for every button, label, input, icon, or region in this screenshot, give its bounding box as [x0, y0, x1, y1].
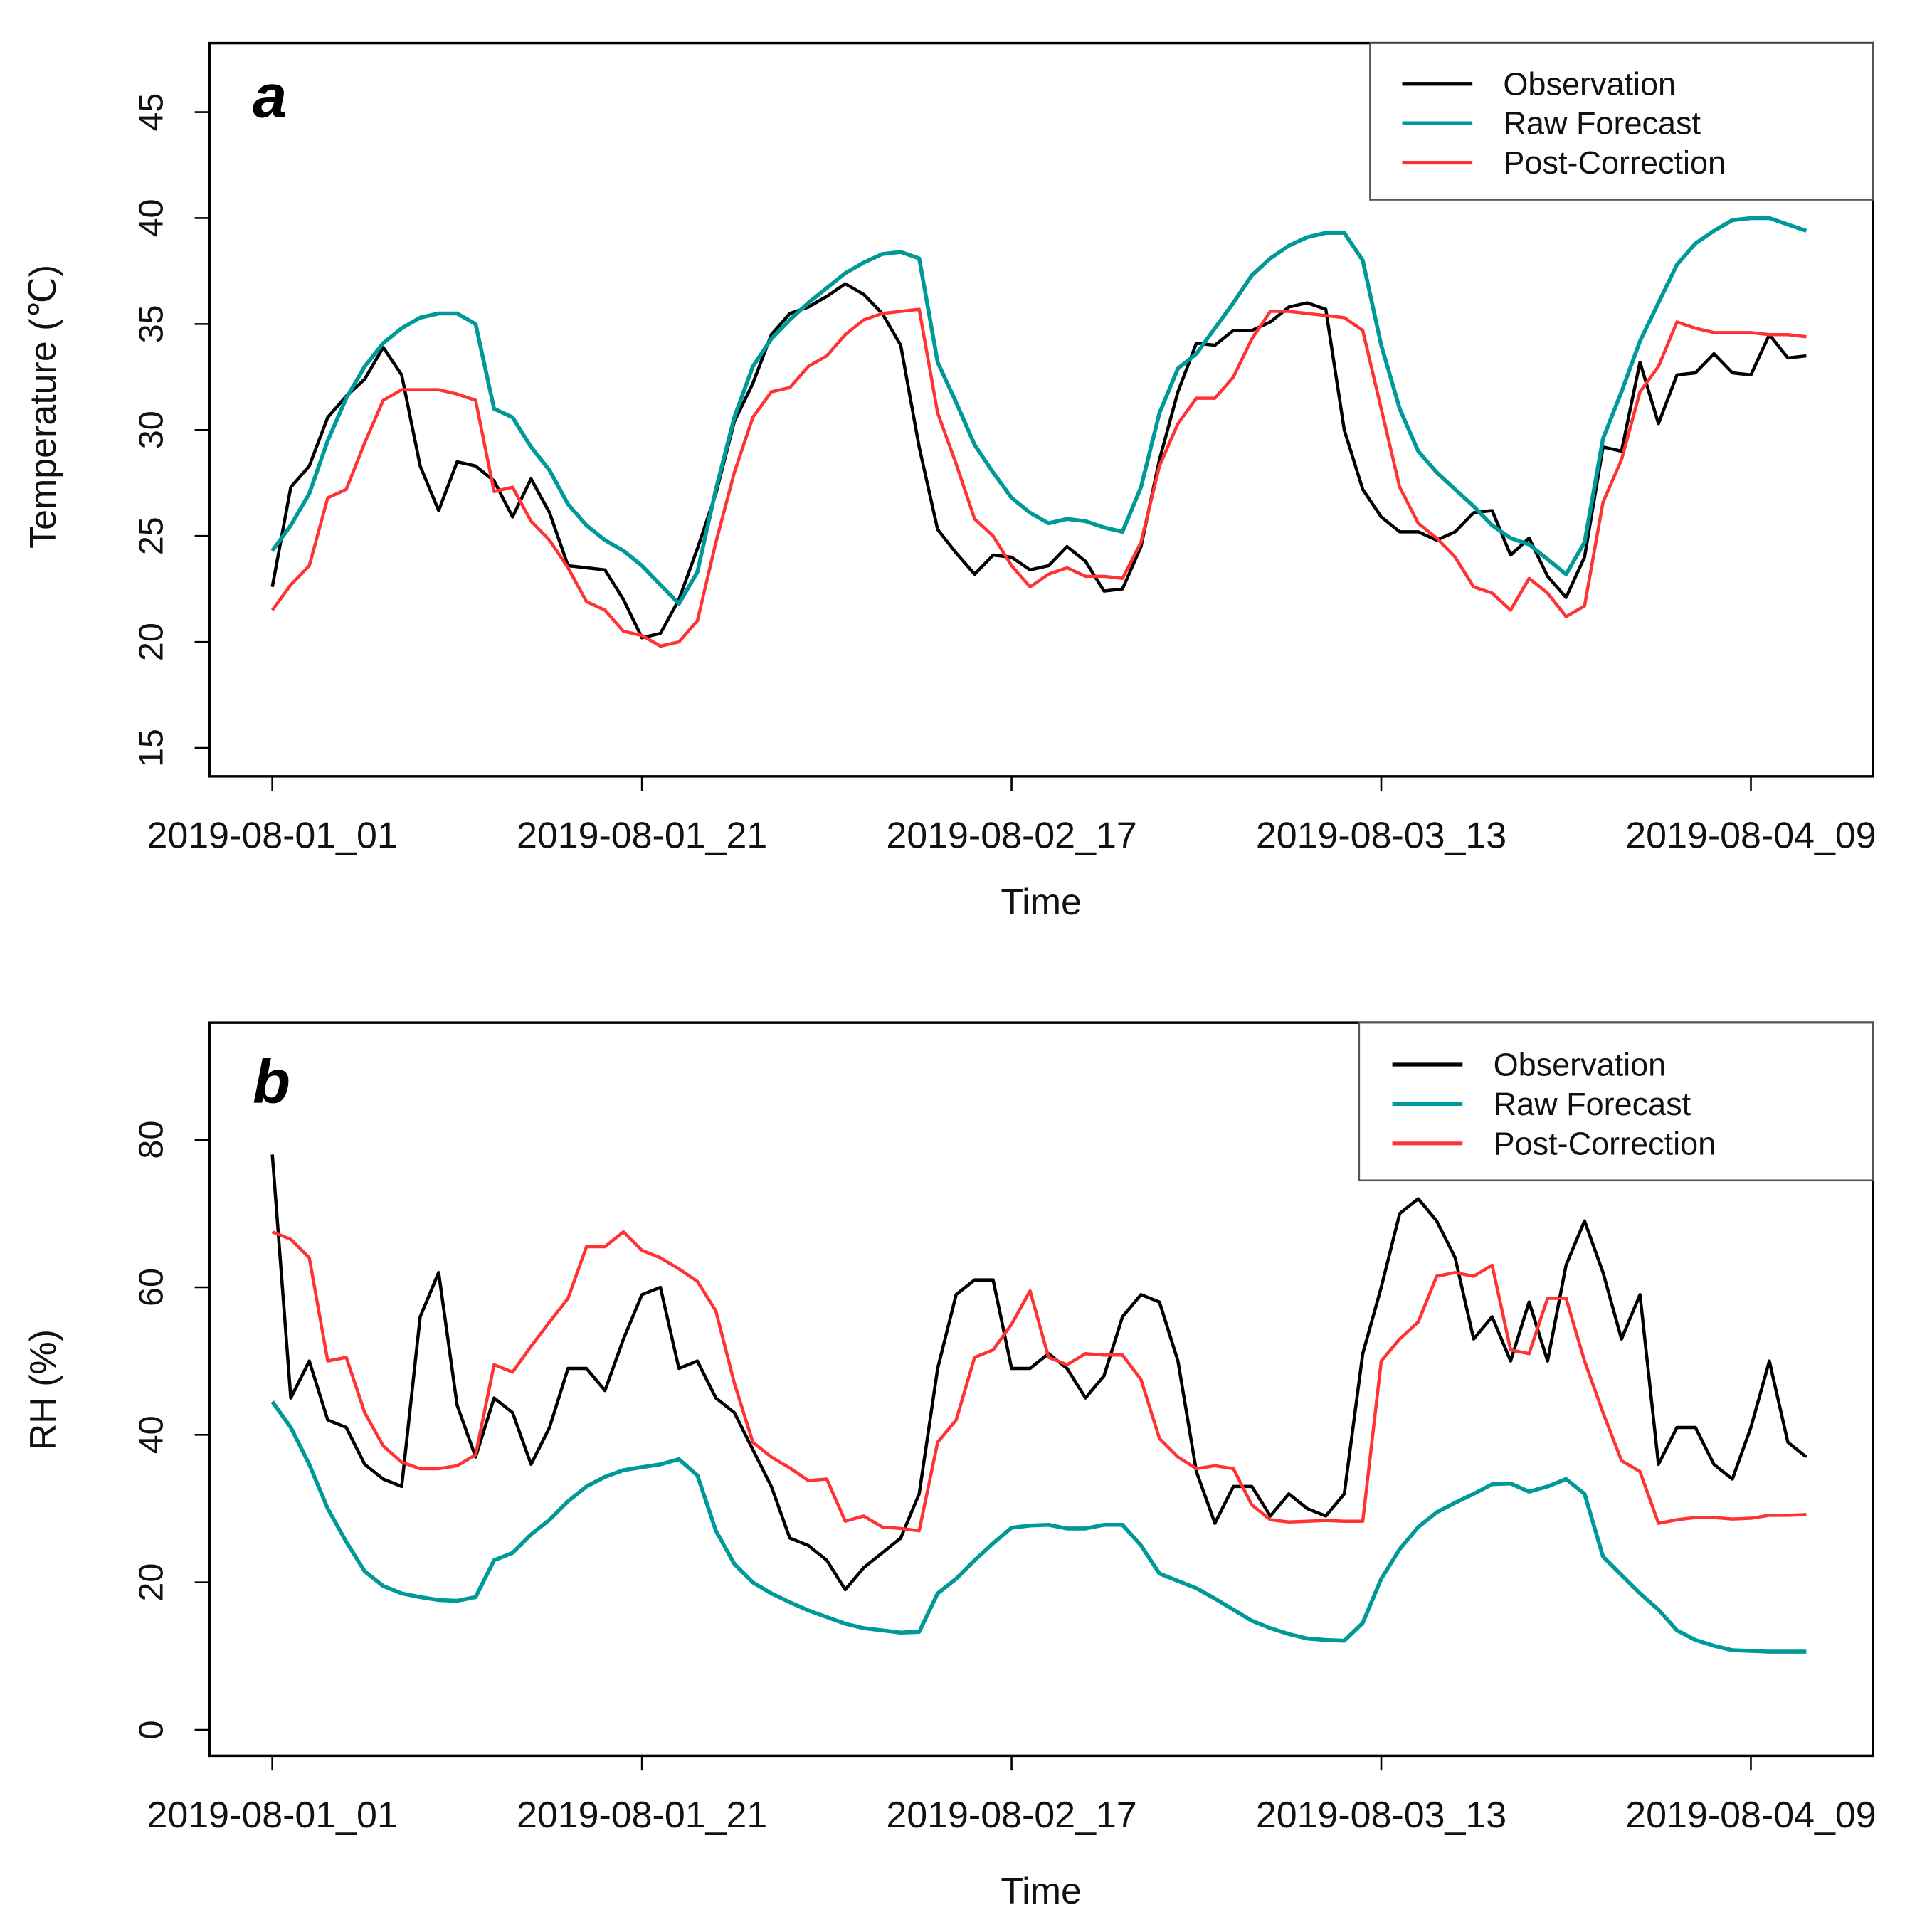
x-tick-label: 2019-08-04_09: [1625, 815, 1876, 856]
y-tick-label: 20: [132, 623, 171, 661]
x-tick-label: 2019-08-01_01: [147, 1795, 397, 1836]
legend-label: Observation: [1503, 65, 1676, 102]
x-tick-label: 2019-08-01_01: [147, 815, 397, 856]
legend-label: Observation: [1494, 1047, 1667, 1083]
x-tick-label: 2019-08-01_21: [517, 1795, 767, 1836]
series-line-observation: [270, 282, 1807, 640]
legend-box: [1358, 1021, 1874, 1182]
plot-frame: [208, 41, 1874, 778]
y-tick-label: 45: [132, 93, 171, 132]
x-tick-label: 2019-08-03_13: [1256, 815, 1506, 856]
plot-frame: [208, 1021, 1874, 1758]
x-tick-label: 2019-08-02_17: [886, 815, 1136, 856]
panel-a-temperature-chart: 15 20 25 30 35 40 45 2019-08-01_01 2019-08-01_21…: [23, 41, 1876, 923]
x-tick-label: 2019-08-03_13: [1256, 1795, 1506, 1836]
legend-label: Post-Correction: [1503, 144, 1726, 181]
x-axis-title: Time: [1001, 882, 1082, 923]
y-tick-label: 40: [132, 1415, 171, 1454]
y-tick-label: 15: [132, 729, 171, 767]
panel-label: a: [253, 62, 287, 130]
y-tick-label: 40: [132, 199, 171, 238]
legend-label: Post-Correction: [1494, 1125, 1716, 1161]
legend-label: Raw Forecast: [1503, 105, 1701, 142]
panel-b-rh-chart: 0 20 40 60 80 2019-08-01_01 2019-08-01_21 2019-…: [23, 1021, 1876, 1912]
y-axis-title: RH (%): [23, 1329, 64, 1450]
x-tick-label: 2019-08-01_21: [517, 815, 767, 856]
y-tick-label: 80: [132, 1121, 171, 1159]
panel-label: b: [253, 1048, 290, 1117]
series-line-observation: [270, 1154, 1807, 1592]
series-line-raw-forecast: [270, 1400, 1807, 1654]
y-tick-label: 25: [132, 517, 171, 555]
y-tick-label: 60: [132, 1268, 171, 1307]
series-line-post-correction: [270, 307, 1807, 648]
y-axis-title: Temperature (℃): [23, 265, 64, 549]
y-tick-label: 35: [132, 305, 171, 343]
x-tick-label: 2019-08-04_09: [1625, 1795, 1876, 1836]
series-line-raw-forecast: [270, 216, 1807, 606]
x-tick-label: 2019-08-02_17: [886, 1795, 1136, 1836]
y-tick-label: 20: [132, 1563, 171, 1602]
y-tick-label: 30: [132, 411, 171, 449]
legend-label: Raw Forecast: [1494, 1086, 1691, 1122]
x-axis-title: Time: [1001, 1871, 1082, 1912]
y-tick-label: 0: [132, 1721, 171, 1740]
series-line-post-correction: [271, 1230, 1807, 1533]
